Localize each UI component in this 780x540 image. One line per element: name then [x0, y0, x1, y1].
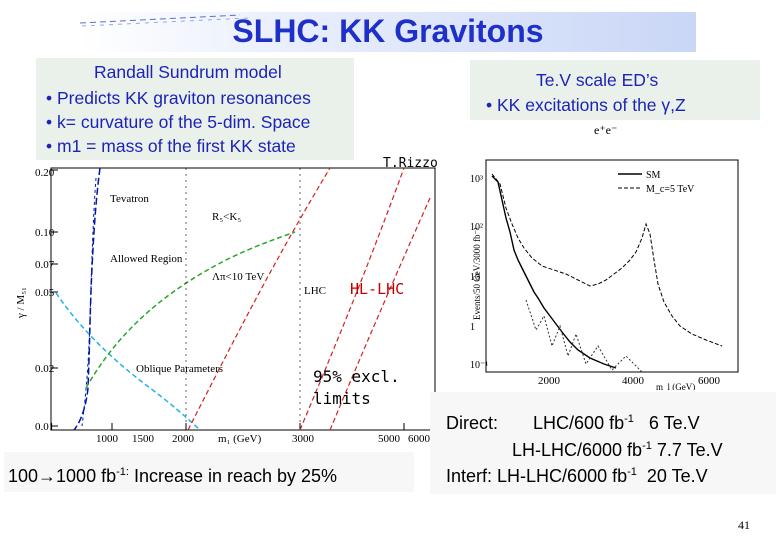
y-tick-010: 0.10 — [35, 227, 55, 239]
y-tick-002: 0.02 — [35, 363, 54, 375]
rs-bullet-1: • Predicts KK graviton resonances — [46, 88, 311, 108]
rs-exclusion-plot: 0.20 0.10 0.07 0.05 0.02 0.01 1000 1500 … — [15, 167, 436, 445]
r-y-tick-10: 10 — [470, 272, 480, 283]
reach-row-interf: Interf: LH-LHC/6000 fb-1 20 Te.V — [446, 466, 708, 486]
reach-row-direct: Direct: LHC/600 fb-1 6 Te.V — [446, 413, 700, 433]
x-tick-2000: 2000 — [172, 433, 195, 445]
rs-bullet-3: • m1 = mass of the first KK state — [46, 136, 296, 156]
rs-model-box: Randall Sundrum model • Predicts KK grav… — [36, 58, 354, 160]
legend-kk: M_c=5 TeV — [646, 184, 695, 195]
reach-note: 100→1000 fb-1: Increase in reach by 25% — [8, 466, 338, 486]
right-plot-title: e⁺e⁻ — [594, 123, 617, 137]
y-tick-020: 0.20 — [35, 167, 55, 179]
r-y-tick-100: 10² — [470, 222, 483, 233]
y-tick-001: 0.01 — [35, 421, 54, 433]
x-tick-6000: 6000 — [408, 433, 431, 445]
r-x-tick-6000: 6000 — [698, 375, 721, 387]
title-decoration — [80, 14, 249, 27]
r-y-tick-1: 1 — [470, 322, 475, 333]
x-axis-label: m₁ (GeV) — [218, 433, 262, 445]
tev-bullet: • KK excitations of the γ,Z — [486, 95, 686, 115]
r-y-tick-1000: 10³ — [470, 174, 483, 185]
label-allowed-region: Allowed Region — [110, 253, 183, 265]
r-x-tick-2000: 2000 — [538, 375, 561, 387]
label-lhc: LHC — [304, 285, 326, 297]
label-tevatron: Tevatron — [110, 193, 149, 205]
y-axis-label: γ / M₅₁ — [15, 287, 27, 319]
reach-note-box — [4, 452, 414, 492]
tev-ed-box: Te.V scale ED’s • KK excitations of the … — [470, 60, 760, 122]
r-x-tick-4000: 4000 — [622, 375, 645, 387]
r-x-axis-label: m_l (GeV) — [656, 382, 695, 390]
x-tick-1500: 1500 — [132, 433, 155, 445]
r-y-tick-01: 10⁻¹ — [470, 360, 488, 371]
page-number: 41 — [738, 518, 750, 532]
label-oblique: Oblique Parameters — [136, 363, 223, 375]
slide-title: SLHC: KK Gravitons — [232, 13, 544, 49]
rs-heading: Randall Sundrum model — [94, 62, 282, 82]
rizzo-credit: T.Rizzo — [383, 156, 438, 171]
title-bar — [80, 12, 696, 52]
exclusion-note: 95% excl. limits — [313, 367, 400, 408]
label-rs-constraint: R₅<K₅ — [212, 211, 241, 223]
r-y-axis-label: Events/50 GeV/3000 fb⁻¹ — [472, 227, 482, 320]
kk-spectrum-plot: SM M_c=5 TeV e⁺e⁻ 10³ 10² 10 1 10⁻¹ 2000… — [466, 120, 766, 390]
label-hl-lhc: HL-LHC — [350, 280, 405, 298]
legend-sm: SM — [646, 170, 661, 181]
tev-heading: Te.V scale ED’s — [536, 70, 659, 90]
reach-table-box — [430, 392, 776, 494]
x-tick-3000: 3000 — [292, 433, 315, 445]
y-tick-005: 0.05 — [35, 287, 55, 299]
y-tick-007: 0.07 — [35, 259, 55, 271]
label-lambda: Λπ<10 TeV — [212, 271, 264, 283]
x-tick-1000: 1000 — [96, 433, 119, 445]
x-tick-5000: 5000 — [378, 433, 401, 445]
rs-bullet-2: • k= curvature of the 5-dim. Space — [46, 112, 311, 132]
reach-row-lh-lhc: LH-LHC/6000 fb-1 7.7 Te.V — [512, 440, 723, 460]
